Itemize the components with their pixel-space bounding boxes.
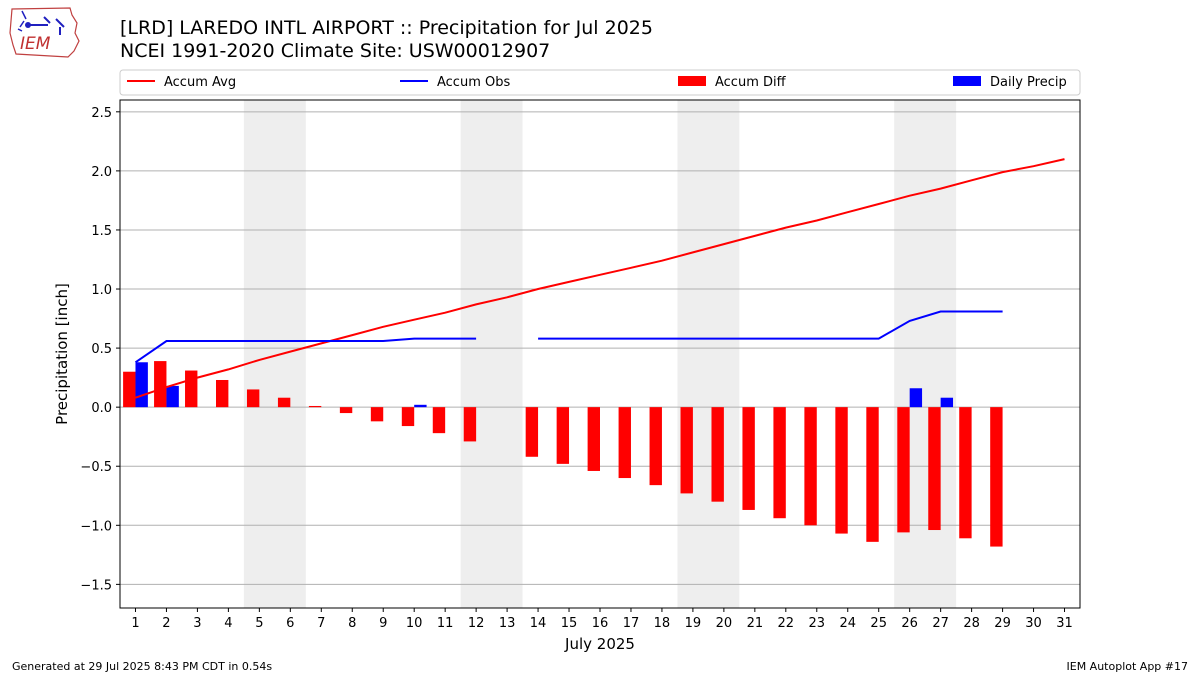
daily-precip-bar — [940, 397, 954, 408]
x-tick-label: 13 — [499, 616, 516, 631]
iem-logo: IEM — [8, 5, 82, 63]
accum-diff-bar — [959, 407, 972, 539]
accum-diff-bar — [556, 407, 570, 464]
accum-diff-bar — [216, 379, 229, 408]
accum-diff-bar — [463, 407, 477, 442]
legend-daily-precip-swatch — [953, 76, 981, 86]
accum-diff-bar — [928, 407, 941, 531]
x-tick-label: 20 — [716, 616, 733, 631]
accum-diff-bar — [246, 389, 260, 408]
x-tick-label: 19 — [685, 616, 702, 631]
y-tick-label: 1.5 — [91, 224, 112, 239]
accum-diff-bar — [154, 361, 167, 408]
x-tick-label: 15 — [561, 616, 578, 631]
chart-legend: Accum Avg Accum Obs Accum Diff Daily Precip — [119, 69, 1081, 96]
x-tick-label: 23 — [809, 616, 826, 631]
x-tick-label: 31 — [1056, 616, 1073, 631]
x-tick-label: 3 — [193, 616, 201, 631]
accum-diff-bar — [432, 407, 446, 434]
daily-precip-bar — [909, 388, 923, 408]
x-tick-label: 5 — [255, 616, 263, 631]
x-tick-label: 17 — [623, 616, 640, 631]
accum-diff-bar — [742, 407, 755, 510]
accum-diff-bar — [525, 407, 539, 457]
x-tick-label: 11 — [437, 616, 454, 631]
accum-diff-bar — [835, 407, 848, 534]
x-tick-label: 8 — [348, 616, 356, 631]
weekend-shade — [460, 100, 523, 608]
accum-diff-bar — [587, 407, 600, 471]
accum-avg-line — [135, 158, 1065, 399]
accum-diff-bar — [339, 407, 353, 414]
legend-accum-avg-label: Accum Avg — [164, 75, 236, 90]
y-tick-label: 2.0 — [91, 165, 112, 180]
y-tick-label: 1.0 — [91, 283, 112, 298]
accum-diff-bar — [897, 407, 910, 533]
legend-box — [119, 69, 1081, 96]
x-tick-label: 27 — [932, 616, 949, 631]
x-tick-label: 2 — [162, 616, 170, 631]
x-tick-label: 9 — [379, 616, 387, 631]
x-tick-label: 1 — [131, 616, 139, 631]
accum-diff-bar — [277, 397, 291, 408]
x-tick-label: 12 — [468, 616, 485, 631]
accum-diff-bar — [773, 407, 786, 519]
y-axis-label: Precipitation [inch] — [53, 283, 71, 425]
x-tick-label: 16 — [592, 616, 609, 631]
x-tick-label: 7 — [317, 616, 325, 631]
axes-frame — [119, 99, 1081, 609]
x-tick-label: 25 — [870, 616, 887, 631]
x-tick-label: 18 — [654, 616, 671, 631]
x-tick-label: 10 — [406, 616, 423, 631]
iem-logo-text: IEM — [20, 34, 51, 54]
accum-diff-bar — [401, 407, 415, 427]
x-tick-label: 6 — [286, 616, 294, 631]
x-tick-label: 29 — [994, 616, 1011, 631]
weekend-shade — [243, 100, 306, 608]
y-tick-label: −1.5 — [80, 578, 112, 593]
accum-diff-bar — [711, 407, 724, 502]
x-tick-label: 24 — [839, 616, 856, 631]
x-tick-label: 14 — [530, 616, 547, 631]
daily-precip-bar — [166, 385, 179, 408]
legend-accum-diff-label: Accum Diff — [715, 75, 787, 90]
chart-subtitle: NCEI 1991-2020 Climate Site: USW00012907 — [120, 40, 551, 62]
x-tick-label: 26 — [901, 616, 918, 631]
plot-area: −1.5−1.0−0.50.00.51.01.52.02.51 2 3 4 5 6 7 8 9 1… — [80, 99, 1081, 631]
legend-accum-diff-swatch — [678, 76, 706, 86]
y-tick-label: −0.5 — [80, 460, 112, 475]
x-tick-label: 28 — [963, 616, 980, 631]
x-tick-label: 4 — [224, 616, 232, 631]
daily-precip-bar — [135, 362, 148, 408]
accum-diff-bar — [804, 407, 817, 526]
y-tick-label: 0.5 — [91, 342, 112, 357]
y-tick-label: −1.0 — [80, 519, 112, 534]
legend-daily-precip-label: Daily Precip — [990, 75, 1067, 90]
accum-diff-bar — [618, 407, 631, 479]
y-tick-label: 0.0 — [91, 401, 112, 416]
accum-diff-bar — [649, 407, 662, 486]
accum-obs-line — [538, 310, 1003, 340]
accum-diff-bar — [990, 407, 1003, 547]
x-tick-label: 21 — [747, 616, 764, 631]
accum-obs-line — [134, 337, 477, 364]
accum-diff-bar — [370, 407, 384, 422]
accum-diff-bar — [123, 371, 136, 408]
accum-diff-bar — [185, 370, 198, 408]
generated-timestamp: Generated at 29 Jul 2025 8:43 PM CDT in … — [12, 660, 273, 673]
accum-diff-bar — [680, 407, 693, 494]
accum-diff-bar — [866, 407, 879, 542]
weekend-shade — [677, 100, 740, 608]
chart-title: [LRD] LAREDO INTL AIRPORT :: Precipitati… — [120, 17, 653, 39]
app-credit: IEM Autoplot App #17 — [1066, 660, 1189, 673]
legend-accum-obs-label: Accum Obs — [437, 75, 510, 90]
accum-diff-bar — [308, 405, 322, 408]
daily-precip-bar — [414, 404, 427, 408]
y-tick-label: 2.5 — [91, 106, 112, 121]
x-axis-label: July 2025 — [564, 635, 635, 653]
x-tick-label: 22 — [778, 616, 795, 631]
x-tick-label: 30 — [1025, 616, 1042, 631]
